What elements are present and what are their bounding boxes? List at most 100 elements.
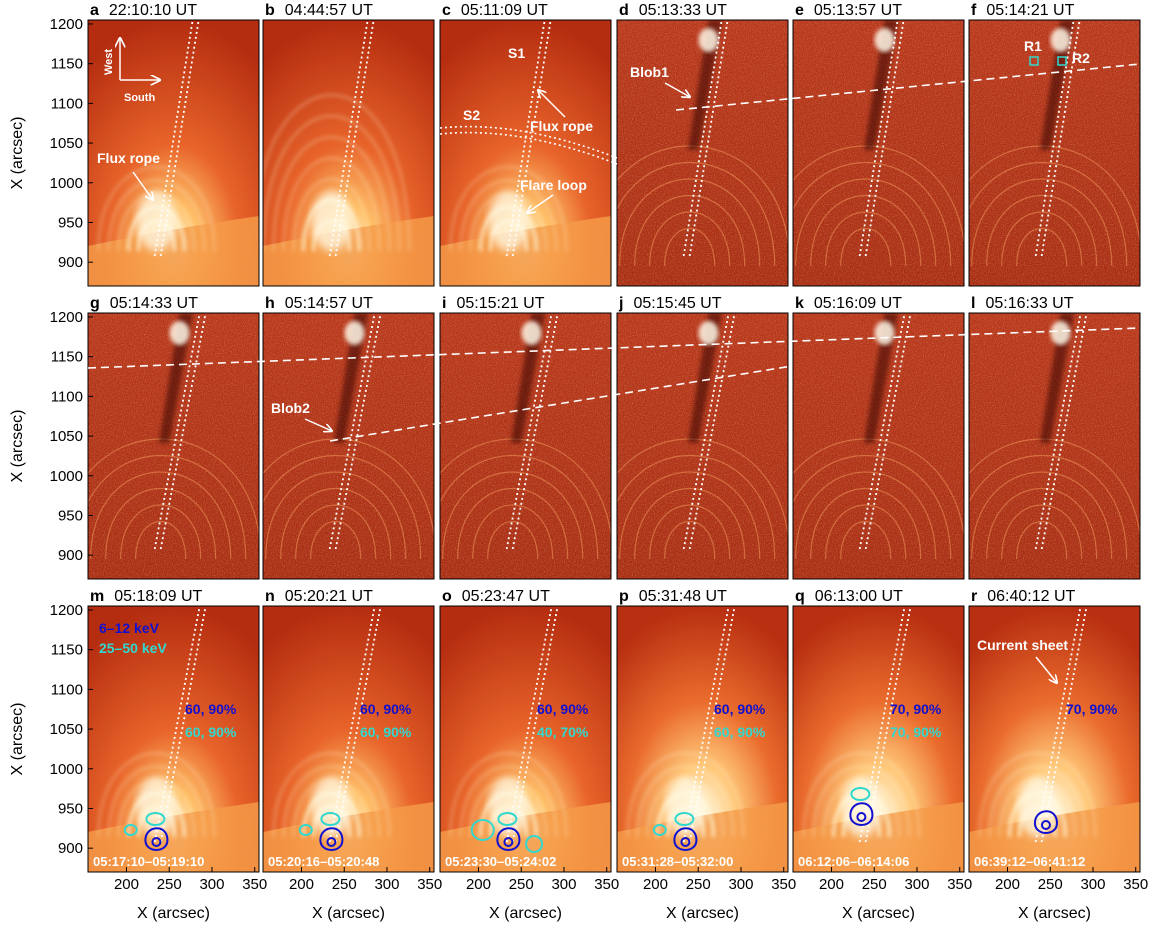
panel-frame (968, 605, 1141, 873)
panel-a: a 22:10:10 UT (87, 2, 260, 287)
flux-rope-label: Flux rope (530, 118, 593, 134)
x-tick-label: 250 (686, 876, 711, 893)
x-tick-label: 200 (995, 876, 1020, 893)
contour-high (320, 812, 341, 826)
slice-s1-line (159, 606, 207, 843)
slice-s1-line (159, 313, 207, 550)
slice-s1-line (688, 313, 736, 550)
panel-frame (439, 312, 612, 580)
y-tick-label: 1000 (50, 761, 83, 778)
blob1-arrow (664, 82, 690, 97)
compass-west-label: West (103, 49, 115, 75)
r2-label: R2 (1072, 50, 1090, 66)
slice-s1-line (511, 313, 559, 550)
panel-frame (616, 19, 789, 287)
panel-g: g 05:14:33 UT (87, 295, 260, 580)
blob-track-line (329, 365, 793, 442)
slice-s1-line (328, 313, 376, 550)
panel-title: r 06:40:12 UT (971, 588, 1076, 605)
y-tick-label: 950 (58, 800, 83, 817)
panel-frame (262, 19, 435, 287)
panel-o: o 05:23:47 UT 60, 90% 40, 70% 05:23:30–05:24… (439, 588, 612, 873)
panel-q-image (793, 606, 964, 872)
y-tick-label: 900 (58, 254, 83, 271)
x-tick-label: 300 (728, 876, 753, 893)
y-tick-label: 900 (58, 547, 83, 564)
panel-title: d 05:13:33 UT (619, 2, 727, 19)
y-tick-label: 1100 (51, 681, 83, 698)
flare-loop-arrow (527, 194, 554, 213)
y-tick-label: 1100 (51, 95, 83, 112)
panel-title: f 05:14:21 UT (971, 2, 1075, 19)
y-tick-label: 1050 (50, 721, 83, 738)
s2-label: S2 (463, 107, 480, 123)
flux-rope-arrow (132, 171, 153, 200)
integration-time-range: 05:20:16–05:20:48 (268, 854, 379, 869)
slice-s1-line (328, 606, 376, 843)
x-tick-label: 350 (947, 876, 972, 893)
slice-s1-line (688, 606, 736, 843)
contour-high-footpoint (525, 835, 544, 853)
slice-s1-line (153, 313, 201, 550)
x-tick-label: 200 (289, 876, 314, 893)
compass-south-label: South (124, 92, 155, 104)
r1-label: R1 (1024, 38, 1042, 54)
panel-i-image (440, 313, 611, 579)
panel-n: n 05:20:21 UT 60, 90% 60, 90% 05:20:16–05:20… (262, 588, 435, 873)
y-axis-title: X (arcsec) (9, 703, 26, 776)
y-tick-label: 1000 (50, 175, 83, 192)
contour-high-footpoint (652, 824, 667, 836)
panel-l-image (969, 313, 1140, 579)
panel-frame (439, 605, 612, 873)
contour-low-outer (1033, 810, 1058, 834)
y-tick-label: 1200 (50, 16, 83, 33)
slice-s2-line (439, 125, 618, 159)
x-axis-title: X (arcsec) (137, 905, 210, 922)
contour-high (674, 812, 695, 826)
panel-d: d 05:13:33 UT (616, 2, 789, 287)
y-tick-label: 1200 (50, 309, 83, 326)
current-sheet-arrow (1035, 656, 1057, 683)
slice-s1-line (1040, 606, 1088, 843)
y-tick-label: 1150 (51, 349, 83, 366)
panel-title: i 05:15:21 UT (442, 295, 545, 312)
legend-low-energy: 6–12 keV (99, 620, 160, 636)
panel-title: q 06:13:00 UT (795, 588, 903, 605)
panel-d-image (617, 20, 788, 286)
y-axis-title: X (arcsec) (9, 410, 26, 483)
x-tick-label: 300 (199, 876, 224, 893)
contour-levels-low: 60, 90% (714, 701, 766, 717)
slice-s1-line (505, 313, 553, 550)
panel-o-image (440, 606, 611, 872)
contour-low-inner (856, 812, 867, 822)
slice-s1-line (153, 606, 201, 843)
slice-s2-line (439, 131, 618, 165)
x-axis-title: X (arcsec) (1018, 905, 1091, 922)
panel-title: n 05:20:21 UT (265, 588, 373, 605)
contour-low-outer (319, 827, 344, 851)
panel-title: c 05:11:09 UT (442, 2, 548, 19)
panel-b-image (263, 20, 434, 286)
x-tick-label: 300 (1080, 876, 1105, 893)
panel-q: q 06:13:00 UT 70, 90% 70, 90% 06:12:06–06:14… (792, 588, 965, 873)
flux-rope-label: Flux rope (97, 150, 160, 166)
contour-high (145, 812, 166, 826)
contour-low-inner (326, 837, 337, 847)
contour-low-outer (496, 827, 521, 851)
panel-c-image (440, 20, 611, 286)
y-tick-label: 900 (58, 840, 83, 857)
panel-frame (262, 605, 435, 873)
contour-low-inner (151, 837, 162, 847)
panel-frame (262, 312, 435, 580)
x-tick-label: 200 (819, 876, 844, 893)
panel-frame (87, 605, 260, 873)
panel-m-image (88, 606, 259, 872)
panel-frame (616, 312, 789, 580)
x-tick-label: 350 (242, 876, 267, 893)
panel-title: e 05:13:57 UT (795, 2, 902, 19)
y-tick-label: 1150 (51, 56, 83, 73)
slice-s1-line (864, 606, 912, 843)
panel-i: i 05:15:21 UT (439, 295, 612, 580)
panel-frame (792, 312, 965, 580)
r2-box (1057, 56, 1067, 66)
